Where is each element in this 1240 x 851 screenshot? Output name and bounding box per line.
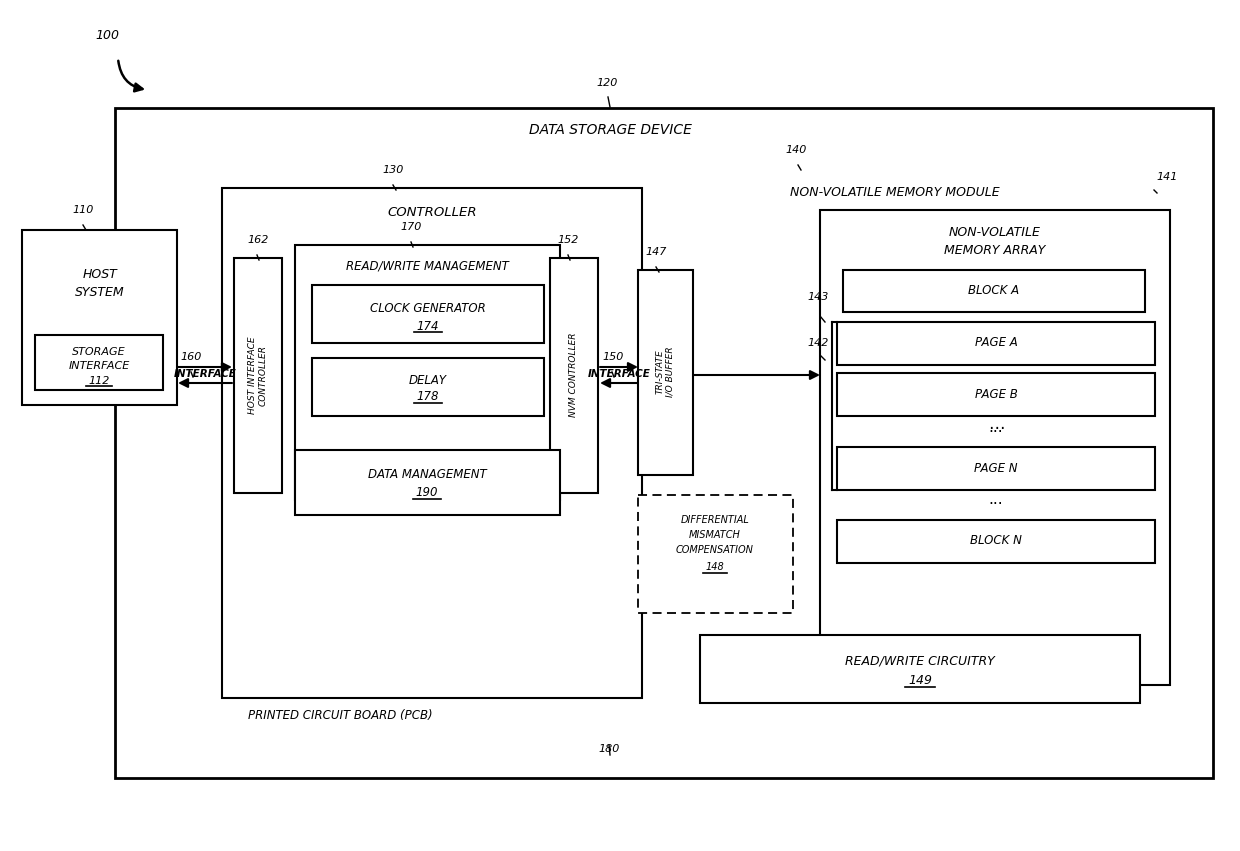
Bar bbox=[312, 285, 544, 343]
Text: HOST: HOST bbox=[83, 269, 118, 282]
Text: PAGE N: PAGE N bbox=[975, 461, 1018, 475]
Text: 152: 152 bbox=[557, 235, 578, 245]
Text: INTERFACE: INTERFACE bbox=[174, 369, 237, 379]
Bar bbox=[639, 270, 693, 475]
Text: 120: 120 bbox=[596, 78, 618, 88]
Bar bbox=[222, 188, 642, 698]
Bar bbox=[843, 270, 1145, 312]
Bar bbox=[837, 520, 1154, 563]
Text: 141: 141 bbox=[1156, 172, 1177, 182]
Text: DELAY: DELAY bbox=[409, 374, 446, 387]
Text: READ/WRITE CIRCUITRY: READ/WRITE CIRCUITRY bbox=[846, 654, 994, 667]
Text: INTERFACE: INTERFACE bbox=[588, 369, 651, 379]
Text: PAGE A: PAGE A bbox=[975, 336, 1017, 350]
Text: 150: 150 bbox=[601, 352, 624, 362]
Bar bbox=[701, 635, 1140, 703]
Bar bbox=[837, 447, 1154, 490]
Text: 112: 112 bbox=[88, 376, 109, 386]
Text: 110: 110 bbox=[72, 205, 93, 215]
Text: TRI-STATE
I/O BUFFER: TRI-STATE I/O BUFFER bbox=[655, 346, 675, 397]
Text: 174: 174 bbox=[417, 319, 439, 333]
Text: 148: 148 bbox=[706, 562, 724, 572]
Bar bbox=[837, 322, 1154, 365]
Bar bbox=[680, 168, 1190, 743]
Bar bbox=[551, 258, 598, 493]
Text: CONTROLLER: CONTROLLER bbox=[387, 207, 477, 220]
Text: ...: ... bbox=[988, 420, 1003, 436]
Text: NON-VOLATILE MEMORY MODULE: NON-VOLATILE MEMORY MODULE bbox=[790, 186, 999, 198]
Text: 100: 100 bbox=[95, 29, 119, 42]
Text: 170: 170 bbox=[401, 222, 422, 232]
Text: 162: 162 bbox=[247, 235, 268, 245]
Text: DIFFERENTIAL: DIFFERENTIAL bbox=[681, 515, 749, 525]
Bar bbox=[234, 258, 281, 493]
Text: NVM CONTROLLER: NVM CONTROLLER bbox=[569, 333, 579, 417]
Text: ...: ... bbox=[988, 493, 1003, 507]
Bar bbox=[115, 108, 1213, 778]
Text: CLOCK GENERATOR: CLOCK GENERATOR bbox=[370, 301, 486, 315]
Bar bbox=[295, 450, 560, 515]
Text: READ/WRITE MANAGEMENT: READ/WRITE MANAGEMENT bbox=[346, 260, 508, 272]
Text: 147: 147 bbox=[645, 247, 666, 257]
Bar bbox=[35, 335, 162, 390]
Text: 160: 160 bbox=[180, 352, 201, 362]
Text: BLOCK N: BLOCK N bbox=[970, 534, 1022, 547]
Text: COMPENSATION: COMPENSATION bbox=[676, 545, 754, 555]
Bar bbox=[312, 358, 544, 416]
Bar bbox=[820, 210, 1171, 685]
Text: MISMATCH: MISMATCH bbox=[689, 530, 742, 540]
Text: HOST INTERFACE
CONTROLLER: HOST INTERFACE CONTROLLER bbox=[248, 336, 268, 414]
Text: PRINTED CIRCUIT BOARD (PCB): PRINTED CIRCUIT BOARD (PCB) bbox=[248, 709, 433, 722]
Text: 180: 180 bbox=[598, 744, 619, 754]
Text: 142: 142 bbox=[807, 338, 828, 348]
Text: 149: 149 bbox=[908, 673, 932, 687]
Text: SYSTEM: SYSTEM bbox=[76, 287, 125, 300]
Text: DATA STORAGE DEVICE: DATA STORAGE DEVICE bbox=[528, 123, 692, 137]
Bar bbox=[143, 168, 993, 743]
Text: INTERFACE: INTERFACE bbox=[68, 361, 130, 371]
Text: 130: 130 bbox=[382, 165, 403, 175]
Text: PAGE B: PAGE B bbox=[975, 387, 1017, 401]
Bar bbox=[837, 373, 1154, 416]
Text: 190: 190 bbox=[415, 487, 438, 500]
Text: NON-VOLATILE: NON-VOLATILE bbox=[949, 226, 1040, 238]
Text: STORAGE: STORAGE bbox=[72, 347, 125, 357]
Text: BLOCK A: BLOCK A bbox=[968, 284, 1019, 298]
Text: 143: 143 bbox=[807, 292, 828, 302]
Text: ⋯: ⋯ bbox=[988, 419, 1004, 437]
Text: 178: 178 bbox=[417, 391, 439, 403]
Bar bbox=[295, 245, 560, 500]
Text: 140: 140 bbox=[785, 145, 806, 155]
Bar bbox=[639, 495, 794, 613]
Bar bbox=[22, 230, 177, 405]
Text: MEMORY ARRAY: MEMORY ARRAY bbox=[945, 243, 1045, 256]
Text: DATA MANAGEMENT: DATA MANAGEMENT bbox=[368, 469, 486, 482]
